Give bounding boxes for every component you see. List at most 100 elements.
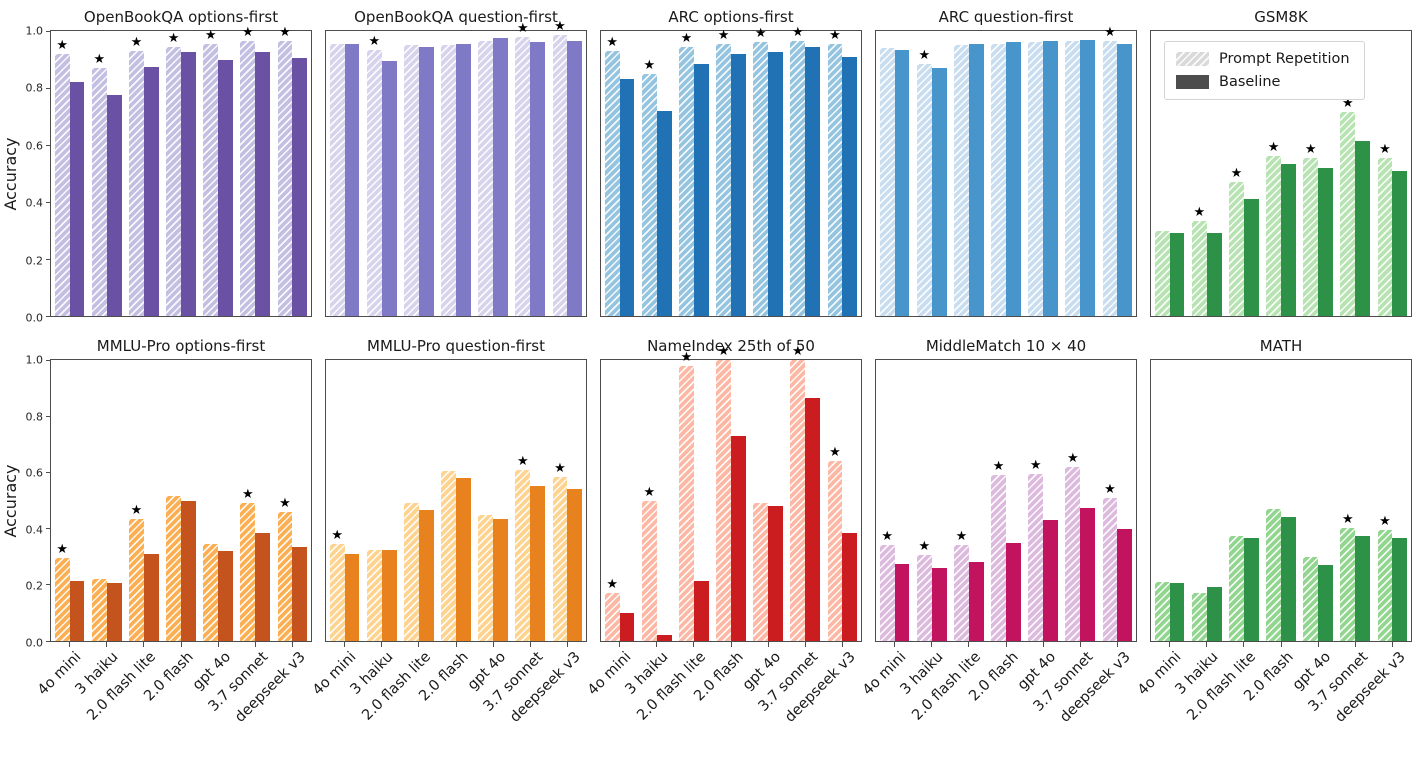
bar-group: ★ — [601, 31, 638, 316]
y-axis: 0.0 0.2 0.4 0.6 0.8 1.0 Accuracy — [1, 354, 50, 650]
bar-prompt-repetition — [91, 68, 107, 316]
bar-group: ★ — [125, 360, 162, 641]
bar-prompt-repetition — [1154, 582, 1170, 641]
plot-area: ★ ★ — [875, 26, 1137, 317]
bar-prompt-repetition — [203, 43, 219, 316]
bar-prompt-repetition — [1266, 508, 1281, 641]
bar-prompt-repetition — [366, 549, 382, 641]
bar-prompt-repetition — [1377, 530, 1393, 641]
significance-star-icon: ★ — [56, 37, 68, 53]
significance-star-icon: ★ — [517, 20, 529, 36]
legend: Prompt Repetition Baseline — [1164, 40, 1365, 100]
bar-baseline — [1080, 39, 1096, 316]
significance-star-icon: ★ — [242, 24, 254, 40]
bar-baseline — [693, 580, 709, 641]
bar-baseline — [1169, 233, 1185, 316]
y-tick-mark — [46, 258, 50, 260]
bar-group: ★ — [876, 360, 913, 641]
significance-star-icon: ★ — [1379, 141, 1391, 157]
y-tick-mark — [46, 640, 50, 642]
significance-star-icon: ★ — [955, 529, 968, 545]
x-tick-mark — [1005, 642, 1007, 647]
bar-group: ★ — [987, 360, 1024, 641]
x-tick-mark — [968, 642, 970, 647]
subplot: MATH ★ ★ 4o mini 3 haiku 2.0 flash lite 2.0 fl… — [1134, 335, 1412, 757]
bar-baseline — [255, 52, 271, 316]
significance-star-icon: ★ — [754, 26, 767, 42]
plot-area: ★ ★ ★ — [325, 359, 587, 647]
x-tick-mark — [1206, 642, 1208, 647]
significance-star-icon: ★ — [717, 27, 730, 43]
x-tick-mark — [619, 642, 621, 647]
x-tick-mark — [180, 642, 182, 647]
significance-star-icon: ★ — [331, 528, 343, 544]
bar-prompt-repetition — [329, 43, 345, 316]
bar-baseline — [1392, 537, 1408, 641]
x-tick-mark — [69, 642, 71, 647]
bar-baseline — [292, 546, 308, 641]
bar-baseline — [693, 63, 709, 316]
subplot-title: OpenBookQA question-first — [354, 8, 558, 26]
plot-area: ★ ★ ★ ★ — [46, 359, 312, 647]
legend-label: Prompt Repetition — [1219, 50, 1350, 67]
bar-baseline — [968, 562, 984, 641]
plot-area: ★ ★ — [1150, 359, 1412, 647]
x-tick-mark — [143, 642, 145, 647]
subplot: MMLU-Pro options-first 0.0 0.2 0.4 0.6 0.8 1.0… — [1, 335, 312, 757]
bar-prompt-repetition — [916, 63, 932, 316]
x-tick-mark — [344, 642, 346, 647]
x-tick-mark — [455, 642, 457, 647]
significance-star-icon: ★ — [1104, 481, 1116, 497]
bar-group — [987, 31, 1024, 316]
subplot-title: NameIndex 25th of 50 — [647, 337, 815, 355]
bar-group — [475, 360, 512, 641]
bar-baseline — [656, 110, 672, 316]
bar-baseline — [1169, 583, 1185, 641]
bar-prompt-repetition — [1228, 182, 1244, 316]
significance-star-icon: ★ — [517, 453, 529, 469]
bar-prompt-repetition — [753, 503, 769, 641]
x-tick-mark — [693, 642, 695, 647]
bar-baseline — [805, 397, 821, 641]
legend-label: Baseline — [1219, 73, 1281, 90]
x-tick-mark — [492, 642, 494, 647]
bar-baseline — [1005, 542, 1021, 641]
bar-group: ★ — [1062, 360, 1099, 641]
bar-baseline — [143, 553, 159, 641]
y-tick-label: 0.4 — [25, 196, 44, 210]
bar-baseline — [730, 435, 746, 641]
bar-baseline — [1355, 536, 1371, 641]
bar-baseline — [455, 478, 471, 641]
x-tick-mark — [217, 642, 219, 647]
x-tick-mark — [529, 642, 531, 647]
x-tick-mark — [1391, 642, 1393, 647]
bar-group: ★ — [1337, 31, 1374, 316]
subplot-title: MMLU-Pro question-first — [367, 337, 545, 355]
bar-prompt-repetition — [991, 475, 1006, 641]
bar-prompt-repetition — [277, 40, 293, 316]
bar-group: ★ — [675, 31, 712, 316]
plot-area: ★ ★ ★ ★ ★ ★ — [600, 345, 862, 647]
bar-group: ★ — [512, 360, 549, 641]
x-tick-mark — [291, 642, 293, 647]
x-tick-mark — [767, 642, 769, 647]
figure-row-bottom: MMLU-Pro options-first 0.0 0.2 0.4 0.6 0.8 1.0… — [1, 335, 1415, 757]
y-tick-mark — [46, 528, 50, 530]
bar-prompt-repetition — [552, 35, 568, 316]
y-tick-mark — [46, 87, 50, 89]
y-axis: 0.0 0.2 0.4 0.6 0.8 1.0 Accuracy — [1, 25, 50, 325]
bar-group: ★ — [824, 29, 861, 316]
bar-baseline — [842, 56, 858, 316]
bar-group: ★ — [512, 22, 549, 316]
bar-prompt-repetition — [1377, 157, 1393, 316]
x-tick-mark — [418, 642, 420, 647]
significance-star-icon: ★ — [1304, 141, 1317, 157]
bar-prompt-repetition — [1065, 40, 1081, 316]
bar-baseline — [1318, 564, 1333, 641]
bar-group: ★ — [326, 360, 363, 641]
y-tick-mark — [46, 359, 50, 361]
bar-group: ★ — [200, 29, 237, 316]
y-tick-label: 0.2 — [25, 579, 44, 593]
x-axis-labels: 4o mini 3 haiku 2.0 flash lite 2.0 flash gpt… — [1134, 642, 1412, 757]
bar-group — [437, 31, 474, 316]
